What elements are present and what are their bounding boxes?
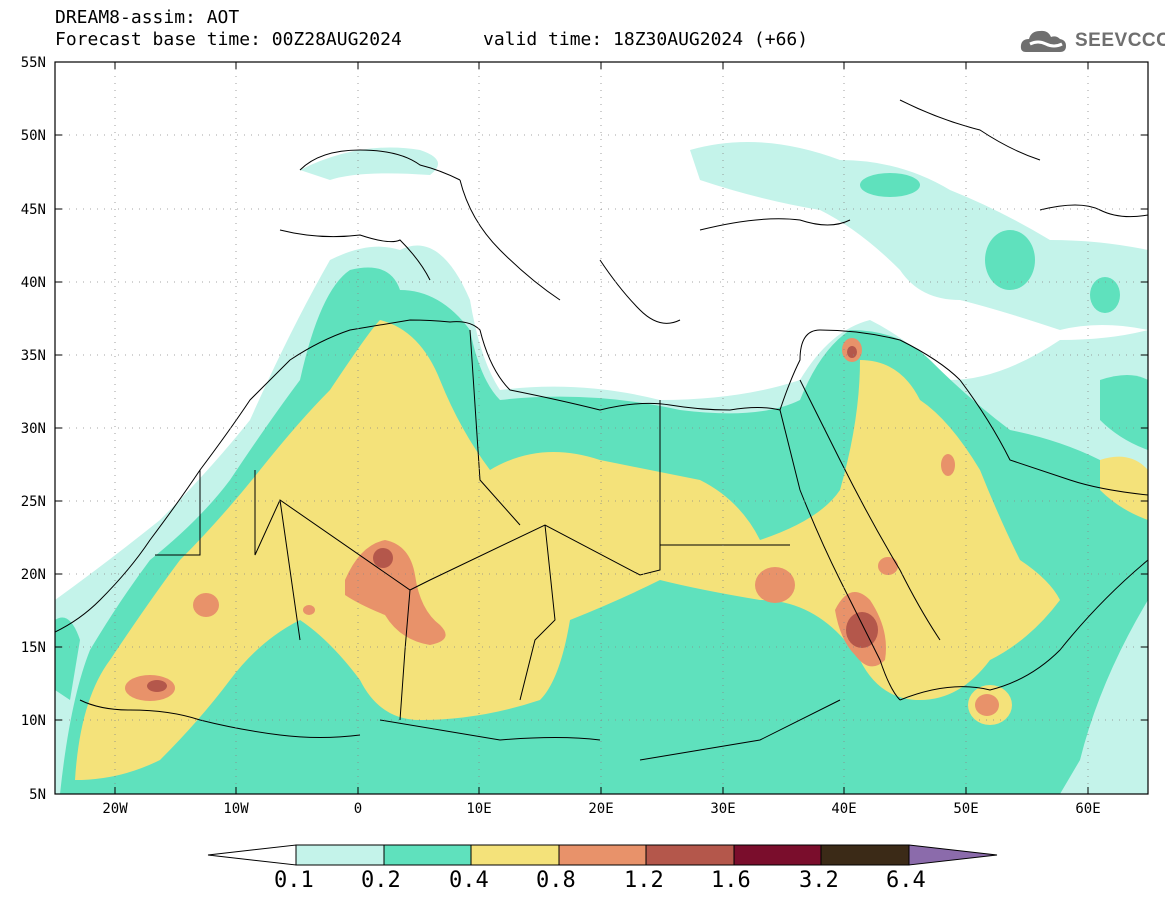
lat-label: 35N — [21, 348, 46, 364]
lat-label: 20N — [21, 567, 46, 583]
model-title: DREAM8-assim: AOT — [55, 7, 240, 28]
lat-label: 40N — [21, 275, 46, 291]
colorbar-bin — [295, 844, 385, 866]
colorbar-bin — [820, 844, 910, 866]
lon-label: 10E — [466, 801, 491, 817]
colorbar-bin — [733, 844, 822, 866]
lon-label: 50E — [953, 801, 978, 817]
forecast-base-time: Forecast base time: 00Z28AUG2024 — [55, 29, 402, 50]
lat-label: 15N — [21, 640, 46, 656]
logo-text: SEEVCCC — [1075, 30, 1165, 51]
lat-label: 25N — [21, 494, 46, 510]
lat-label: 45N — [21, 202, 46, 218]
colorbar-label: 0.8 — [536, 868, 576, 893]
colorbar-label: 1.2 — [624, 868, 664, 893]
lon-label: 0 — [354, 801, 362, 817]
aot-band-0-8 — [125, 338, 999, 716]
lat-label: 30N — [21, 421, 46, 437]
valid-time: valid time: 18Z30AUG2024 (+66) — [483, 29, 809, 50]
colorbar-label: 1.6 — [711, 868, 751, 893]
colorbar-bin — [558, 844, 647, 866]
colorbar-label: 6.4 — [886, 868, 926, 893]
colorbar-label: 0.2 — [361, 868, 401, 893]
colorbar-over-arrow — [908, 844, 998, 866]
lat-labels: 55N 50N 45N 40N 35N 30N 25N 20N 15N 10N … — [21, 55, 46, 803]
lon-label: 60E — [1075, 801, 1100, 817]
aot-field — [55, 142, 1148, 794]
lon-label: 30E — [710, 801, 735, 817]
colorbar-label: 3.2 — [799, 868, 839, 893]
lon-label: 20W — [102, 801, 128, 817]
lat-label: 5N — [29, 787, 46, 803]
lon-label: 10W — [223, 801, 249, 817]
lat-label: 50N — [21, 128, 46, 144]
lat-label: 10N — [21, 713, 46, 729]
colorbar-label: 0.1 — [274, 868, 314, 893]
colorbar-bin — [645, 844, 735, 866]
graticule — [55, 62, 1148, 794]
colorbar-under-arrow — [207, 844, 297, 866]
colorbar-bin — [383, 844, 472, 866]
lat-label: 55N — [21, 55, 46, 71]
cloud-logo-icon — [1020, 30, 1066, 52]
colorbar — [207, 844, 998, 866]
colorbar-bin — [470, 844, 560, 866]
lon-label: 20E — [588, 801, 613, 817]
lon-ticks — [114, 62, 1089, 794]
lon-labels: 20W 10W 0 10E 20E 30E 40E 50E 60E — [102, 801, 1100, 817]
lat-ticks — [55, 61, 1148, 795]
lon-label: 40E — [831, 801, 856, 817]
coastlines — [55, 99, 1148, 761]
colorbar-label: 0.4 — [449, 868, 489, 893]
